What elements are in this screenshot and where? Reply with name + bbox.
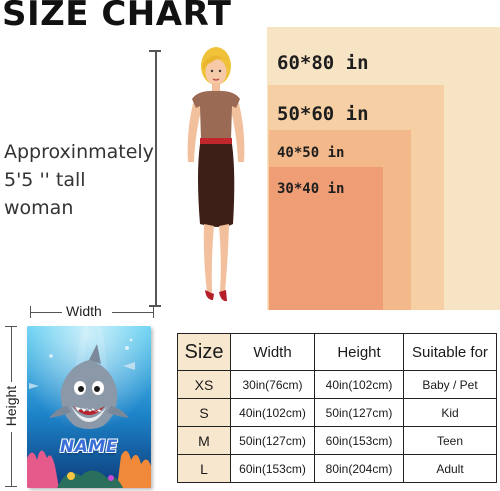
size-label-30x40: 30*40 in [277, 181, 345, 197]
height-ruler-bottom-tick [149, 305, 161, 307]
table-cell-size: S [177, 398, 231, 427]
width-label: Width [66, 303, 102, 319]
table-row: M 50in(127cm) 60in(153cm) Teen [177, 426, 497, 455]
table-row: L 60in(153cm) 80in(204cm) Adult [177, 454, 497, 483]
blanket-name-text: NAME [60, 437, 118, 457]
width-marker-line-left [30, 312, 62, 314]
table-row: S 40in(102cm) 50in(127cm) Kid [177, 398, 497, 427]
size-panel-30x40 [269, 167, 383, 310]
table-cell-height: 40in(102cm) [314, 370, 404, 399]
table-header-row: Size Width Height Suitable for [177, 333, 497, 371]
table-header-suitable-for: Suitable for [403, 333, 497, 371]
woman-figure-illustration [187, 47, 245, 302]
table-header-height: Height [314, 333, 404, 371]
table-cell-suitable-for: Kid [403, 398, 497, 427]
height-marker-line-bottom [11, 432, 13, 487]
table-cell-width: 30in(76cm) [230, 370, 315, 399]
table-row: XS 30in(76cm) 40in(102cm) Baby / Pet [177, 370, 497, 399]
table-cell-height: 80in(204cm) [314, 454, 404, 483]
table-header-width: Width [230, 333, 315, 371]
height-ruler-top-tick [149, 50, 161, 52]
table-cell-suitable-for: Baby / Pet [403, 370, 497, 399]
table-cell-height: 50in(127cm) [314, 398, 404, 427]
height-marker-line-top [11, 326, 13, 382]
table-cell-width: 40in(102cm) [230, 398, 315, 427]
size-table: Size Width Height Suitable for XS 30in(7… [177, 333, 497, 483]
table-cell-suitable-for: Adult [403, 454, 497, 483]
woman-height-caption: Approxinmately 5'5 '' tall woman [4, 141, 154, 219]
width-marker-cap-right [153, 306, 155, 318]
table-cell-width: 50in(127cm) [230, 426, 315, 455]
blanket-preview-image: NAME [27, 326, 151, 488]
width-marker-line-right [112, 312, 154, 314]
table-cell-width: 60in(153cm) [230, 454, 315, 483]
size-label-40x50: 40*50 in [277, 145, 345, 161]
size-label-60x80: 60*80 in [277, 52, 369, 74]
table-cell-height: 60in(153cm) [314, 426, 404, 455]
table-header-size: Size [177, 333, 231, 371]
table-cell-size: XS [177, 370, 231, 399]
table-cell-size: L [177, 454, 231, 483]
height-label: Height [3, 385, 19, 427]
page-title: SIZE CHART [2, 0, 232, 34]
table-cell-suitable-for: Teen [403, 426, 497, 455]
shark-artwork [27, 326, 151, 488]
height-ruler [155, 50, 157, 306]
size-label-50x60: 50*60 in [277, 103, 369, 125]
height-marker-cap-bottom [5, 486, 17, 488]
table-cell-size: M [177, 426, 231, 455]
